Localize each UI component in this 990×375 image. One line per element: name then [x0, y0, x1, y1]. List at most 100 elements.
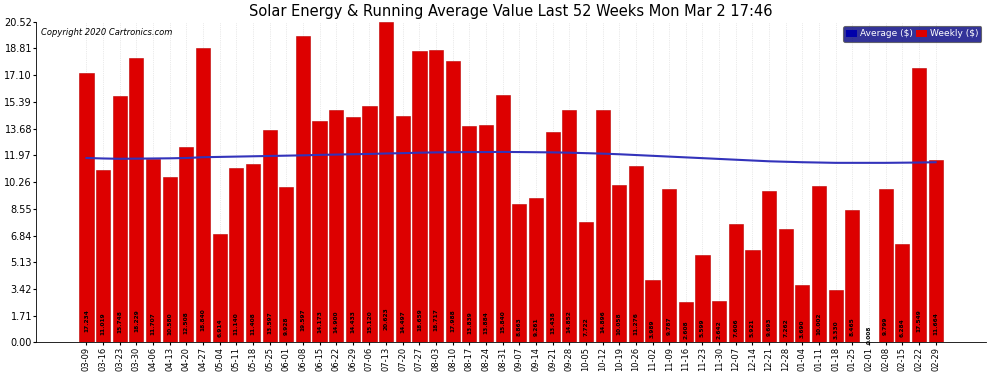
Text: 3.989: 3.989 — [650, 320, 655, 338]
Text: 11.664: 11.664 — [934, 312, 939, 334]
Bar — [662, 189, 676, 342]
Text: 13.839: 13.839 — [467, 311, 472, 334]
Text: 13.438: 13.438 — [550, 311, 555, 334]
Text: 14.433: 14.433 — [350, 310, 355, 333]
Bar — [179, 147, 193, 342]
Bar — [329, 110, 344, 342]
Bar — [362, 106, 376, 342]
Bar — [929, 160, 942, 342]
Bar — [313, 121, 327, 342]
Bar — [512, 204, 527, 342]
Bar — [279, 187, 293, 342]
Bar — [146, 159, 160, 342]
Text: 17.549: 17.549 — [917, 309, 922, 332]
Text: 10.002: 10.002 — [817, 313, 822, 335]
Text: 7.606: 7.606 — [734, 318, 739, 336]
Bar — [895, 244, 910, 342]
Bar — [762, 191, 776, 342]
Bar — [246, 164, 260, 342]
Text: 14.852: 14.852 — [567, 310, 572, 333]
Bar — [695, 255, 710, 342]
Text: 3.330: 3.330 — [834, 320, 839, 339]
Text: 2.642: 2.642 — [717, 320, 722, 339]
Bar — [845, 210, 859, 342]
Bar — [496, 95, 510, 342]
Text: 13.884: 13.884 — [483, 311, 488, 334]
Bar — [729, 224, 742, 342]
Text: 17.234: 17.234 — [84, 309, 89, 332]
Text: 3.690: 3.690 — [800, 320, 805, 338]
Bar — [379, 22, 393, 342]
Text: 9.693: 9.693 — [766, 317, 771, 336]
Bar — [96, 170, 110, 342]
Text: 15.840: 15.840 — [500, 310, 505, 333]
Bar — [79, 73, 93, 342]
Bar — [612, 185, 627, 342]
Text: 5.921: 5.921 — [750, 319, 755, 337]
Text: 9.787: 9.787 — [666, 317, 671, 336]
Text: 18.659: 18.659 — [417, 309, 422, 332]
Text: 14.497: 14.497 — [400, 310, 405, 333]
Bar — [679, 302, 693, 342]
Text: Copyright 2020 Cartronics.com: Copyright 2020 Cartronics.com — [41, 28, 172, 37]
Text: 14.900: 14.900 — [334, 310, 339, 333]
Bar — [779, 229, 793, 342]
Text: 10.580: 10.580 — [167, 312, 172, 335]
Bar — [196, 48, 210, 342]
Legend: Average ($), Weekly ($): Average ($), Weekly ($) — [842, 26, 981, 42]
Text: 15.120: 15.120 — [367, 310, 372, 333]
Text: 15.748: 15.748 — [117, 310, 122, 333]
Text: 11.707: 11.707 — [150, 312, 155, 334]
Title: Solar Energy & Running Average Value Last 52 Weeks Mon Mar 2 17:46: Solar Energy & Running Average Value Las… — [249, 4, 773, 19]
Text: 9.928: 9.928 — [284, 317, 289, 335]
Bar — [230, 168, 244, 342]
Text: 14.896: 14.896 — [600, 310, 605, 333]
Bar — [529, 198, 544, 342]
Bar — [629, 166, 643, 342]
Text: 11.276: 11.276 — [634, 312, 639, 335]
Text: 0.008: 0.008 — [866, 326, 871, 344]
Bar — [745, 250, 759, 342]
Text: 11.019: 11.019 — [101, 312, 106, 335]
Bar — [346, 117, 360, 342]
Bar — [479, 125, 493, 342]
Bar — [162, 177, 177, 342]
Text: 13.597: 13.597 — [267, 311, 272, 334]
Bar — [262, 130, 276, 342]
Text: 18.717: 18.717 — [434, 308, 439, 331]
Bar — [113, 96, 127, 342]
Text: 18.229: 18.229 — [134, 309, 139, 332]
Bar — [912, 68, 926, 342]
Bar — [462, 126, 476, 342]
Bar — [829, 290, 842, 342]
Bar — [446, 61, 459, 342]
Text: 9.799: 9.799 — [883, 317, 888, 336]
Bar — [296, 36, 310, 342]
Text: 18.840: 18.840 — [201, 309, 206, 331]
Text: 12.508: 12.508 — [184, 312, 189, 334]
Text: 2.608: 2.608 — [683, 320, 688, 339]
Text: 6.914: 6.914 — [217, 318, 222, 337]
Text: 17.988: 17.988 — [450, 309, 455, 332]
Text: 6.284: 6.284 — [900, 318, 905, 337]
Bar — [645, 280, 659, 342]
Bar — [878, 189, 893, 342]
Text: 19.597: 19.597 — [300, 308, 305, 331]
Text: 8.465: 8.465 — [849, 317, 854, 336]
Text: 20.623: 20.623 — [384, 308, 389, 330]
Text: 14.173: 14.173 — [317, 310, 322, 333]
Bar — [413, 51, 427, 342]
Bar — [562, 110, 576, 342]
Bar — [429, 50, 444, 342]
Bar — [812, 186, 826, 342]
Text: 5.599: 5.599 — [700, 319, 705, 338]
Bar — [396, 116, 410, 342]
Bar — [213, 234, 227, 342]
Text: 9.261: 9.261 — [534, 317, 539, 336]
Bar — [712, 301, 727, 342]
Text: 11.408: 11.408 — [250, 312, 255, 335]
Bar — [596, 110, 610, 342]
Bar — [579, 222, 593, 342]
Text: 8.863: 8.863 — [517, 317, 522, 336]
Bar — [545, 132, 559, 342]
